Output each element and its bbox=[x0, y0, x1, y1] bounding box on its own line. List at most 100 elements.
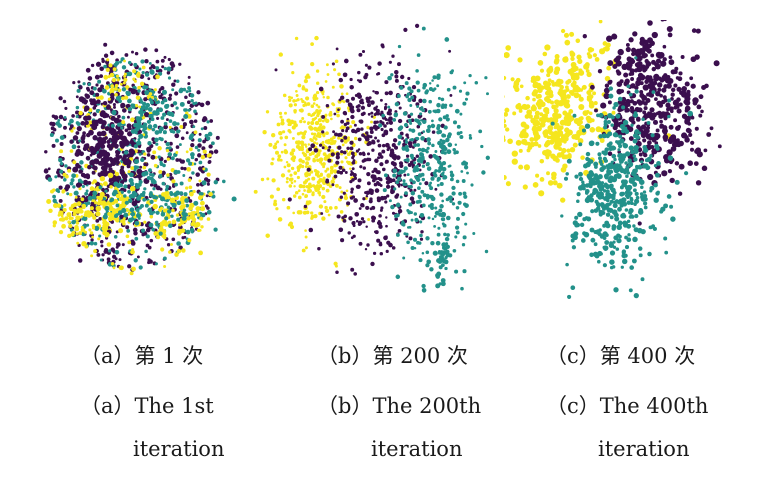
plot-1-yellow-point bbox=[198, 250, 204, 256]
plot-1-teal-point bbox=[171, 202, 177, 208]
plot-1-yellow-point bbox=[121, 203, 127, 208]
plot-200-teal-point bbox=[419, 112, 423, 116]
plot-400-purple-point bbox=[631, 51, 636, 57]
plot-200-teal-point bbox=[429, 181, 432, 185]
plot-200-yellow-point bbox=[297, 168, 301, 172]
plot-200-teal-point bbox=[434, 206, 438, 210]
plot-200-yellow-point bbox=[354, 136, 358, 141]
plot-200-purple-point bbox=[376, 139, 380, 143]
plot-400-yellow-point bbox=[556, 125, 563, 132]
plot-1-teal-point bbox=[111, 109, 117, 116]
plot-200-yellow-point bbox=[309, 170, 314, 174]
plot-200-teal-point bbox=[419, 220, 423, 224]
plot-1-purple-point bbox=[75, 95, 79, 99]
plot-200-purple-point bbox=[397, 185, 401, 188]
plot-1-purple-point bbox=[97, 136, 103, 143]
plot-1-yellow-point bbox=[122, 221, 126, 226]
plot-200-purple-point bbox=[287, 197, 292, 202]
plot-400-teal-point bbox=[593, 161, 599, 167]
plot-1-teal-point bbox=[86, 201, 91, 205]
plot-200-purple-point bbox=[345, 98, 350, 103]
plot-200-yellow-point bbox=[299, 131, 303, 135]
plot-200-purple-point bbox=[355, 219, 359, 223]
plot-1-yellow-point bbox=[117, 88, 122, 93]
plot-1-yellow-point bbox=[69, 192, 73, 197]
plot-400-purple-point bbox=[678, 140, 684, 147]
plot-1-teal-point bbox=[134, 236, 139, 241]
plot-1-teal-point bbox=[64, 164, 68, 168]
plot-1-purple-point bbox=[99, 74, 104, 79]
plot-1-yellow-point bbox=[153, 231, 159, 236]
plot-400-purple-point bbox=[617, 48, 624, 56]
plot-200-purple-point bbox=[372, 251, 377, 256]
plot-200-teal-point bbox=[442, 171, 445, 174]
plot-1-yellow-point bbox=[123, 72, 127, 76]
plot-1-teal-point bbox=[174, 182, 178, 187]
plot-400-yellow-point bbox=[565, 85, 569, 90]
plot-200-teal-point bbox=[436, 183, 440, 187]
plot-1-teal-point bbox=[145, 102, 151, 108]
plot-1-yellow-point bbox=[81, 241, 87, 247]
plot-200-purple-point bbox=[418, 98, 423, 103]
plot-400-teal-point bbox=[633, 173, 638, 179]
plot-400-teal-point bbox=[606, 142, 612, 148]
plot-200-teal-point bbox=[407, 97, 412, 103]
plot-200-purple-point bbox=[346, 117, 350, 121]
plot-400-teal-point bbox=[597, 183, 603, 189]
plot-200-teal-point bbox=[426, 137, 431, 142]
plot-1-purple-point bbox=[136, 255, 140, 259]
panel-iteration-200: （b）第 200 次 （b）The 200th iteration bbox=[252, 0, 504, 488]
plot-1-teal-point bbox=[152, 179, 157, 185]
plot-200-teal-point bbox=[417, 168, 420, 171]
plot-400-yellow-point bbox=[535, 94, 540, 99]
plot-200-teal-point bbox=[429, 194, 435, 200]
plot-400-teal-point bbox=[607, 171, 612, 176]
plot-1-yellow-point bbox=[174, 252, 179, 257]
plot-200-yellow-point bbox=[301, 184, 306, 189]
plot-400-yellow-point bbox=[504, 51, 510, 59]
plot-200-teal-point bbox=[428, 87, 433, 91]
plot-1-yellow-point bbox=[132, 69, 137, 74]
plot-1-yellow-point bbox=[106, 58, 110, 62]
plot-1-teal-point bbox=[138, 265, 143, 270]
plot-200-teal-point bbox=[430, 205, 435, 210]
plot-400-yellow-point bbox=[563, 56, 569, 61]
plot-1-yellow-point bbox=[92, 179, 97, 184]
plot-1-yellow-point bbox=[127, 170, 131, 174]
plot-1-purple-point bbox=[94, 74, 100, 80]
plot-400-yellow-point bbox=[534, 110, 540, 116]
plot-200-purple-point bbox=[341, 216, 345, 220]
plot-400-teal-point bbox=[612, 240, 616, 244]
plot-200-teal-point bbox=[436, 102, 441, 108]
plot-400-yellow-point bbox=[504, 95, 505, 98]
plot-200-teal-point bbox=[419, 152, 424, 157]
plot-400-purple-point bbox=[665, 102, 671, 108]
plot-400-yellow-point bbox=[504, 75, 507, 81]
plot-200-teal-point bbox=[405, 232, 409, 236]
plot-400-purple-point bbox=[673, 99, 678, 104]
plot-1-purple-point bbox=[109, 50, 115, 56]
plot-400-yellow-point bbox=[546, 67, 553, 74]
plot-400-purple-point bbox=[634, 85, 639, 90]
plot-1-teal-point bbox=[176, 241, 181, 246]
plot-400-purple-point bbox=[639, 90, 644, 94]
plot-200-purple-point bbox=[385, 180, 391, 185]
plot-400-purple-point bbox=[667, 32, 673, 38]
plot-400-yellow-point bbox=[556, 141, 562, 147]
plot-1-teal-point bbox=[155, 223, 159, 227]
plot-1-yellow-point bbox=[202, 167, 206, 171]
plot-200-yellow-point bbox=[287, 169, 291, 173]
plot-200-purple-point bbox=[388, 60, 392, 64]
plot-400-yellow-point bbox=[585, 115, 592, 122]
plot-1-teal-point bbox=[154, 262, 158, 266]
plot-200-purple-point bbox=[356, 184, 361, 189]
plot-200-yellow-point bbox=[304, 246, 308, 250]
plot-1-purple-point bbox=[121, 108, 127, 113]
plot-400-purple-point bbox=[628, 37, 634, 43]
plot-400-teal-point bbox=[616, 238, 622, 244]
plot-1-purple-point bbox=[131, 50, 134, 54]
plot-1-purple-point bbox=[97, 87, 103, 93]
plot-200-yellow-point bbox=[305, 96, 310, 101]
plot-200-purple-point bbox=[351, 96, 355, 101]
plot-200-yellow-point bbox=[301, 117, 305, 120]
